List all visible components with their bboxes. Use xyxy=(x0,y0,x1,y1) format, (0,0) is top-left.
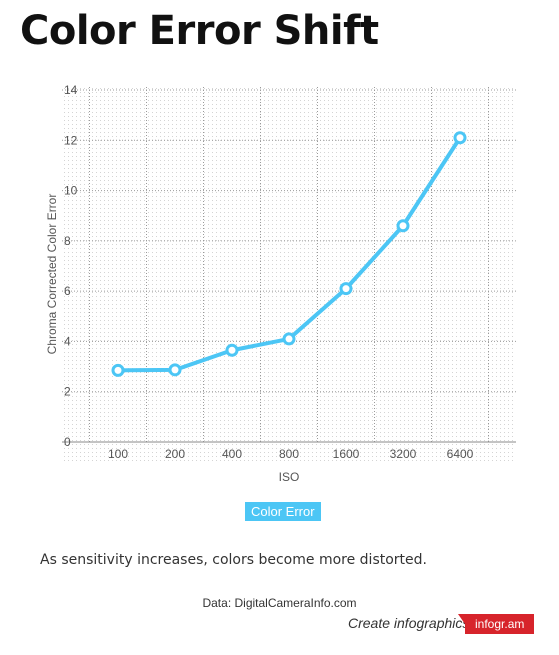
data-point[interactable] xyxy=(168,363,182,377)
y-tick-label: 14 xyxy=(64,83,78,97)
line-chart: 0 2 4 6 8 10 12 14 100 200 400 800 1600 3200 6400 Chr… xyxy=(45,83,516,484)
y-tick-label: 8 xyxy=(64,234,71,248)
grid xyxy=(62,87,516,443)
chart-title: Color Error Shift xyxy=(20,8,379,54)
legend-color-error[interactable]: Color Error xyxy=(245,502,321,521)
data-point[interactable] xyxy=(453,131,467,145)
y-tick-label: 4 xyxy=(64,334,71,348)
plot-area xyxy=(62,87,516,463)
x-tick-label: 100 xyxy=(108,447,128,461)
x-tick-label: 800 xyxy=(279,447,299,461)
y-tick-label: 10 xyxy=(64,184,78,198)
series-points xyxy=(111,131,467,377)
data-source: Data: DigitalCameraInfo.com xyxy=(202,596,357,610)
y-tick-label: 0 xyxy=(64,435,71,449)
x-tick-label: 1600 xyxy=(333,447,360,461)
infogram-logo[interactable]: infogr.am xyxy=(457,614,535,634)
chart-description: As sensitivity increases, colors become … xyxy=(40,552,427,568)
y-tick-label: 12 xyxy=(64,133,78,147)
x-tick-label: 200 xyxy=(165,447,185,461)
data-point[interactable] xyxy=(396,219,410,233)
x-axis-label: ISO xyxy=(279,470,300,484)
data-point[interactable] xyxy=(282,332,296,346)
y-axis-label: Chroma Corrected Color Error xyxy=(45,194,59,355)
x-tick-label: 3200 xyxy=(390,447,417,461)
y-tick-label: 2 xyxy=(64,385,71,399)
x-tick-label: 400 xyxy=(222,447,242,461)
y-tick-label: 6 xyxy=(64,284,71,298)
data-point[interactable] xyxy=(339,282,353,296)
data-point[interactable] xyxy=(111,363,125,377)
x-axis: 100 200 400 800 1600 3200 6400 xyxy=(108,447,474,461)
create-infographics-link[interactable]: Create infographics xyxy=(348,615,470,631)
data-point[interactable] xyxy=(225,343,239,357)
x-tick-label: 6400 xyxy=(447,447,474,461)
y-axis: 0 2 4 6 8 10 12 14 xyxy=(64,83,78,449)
